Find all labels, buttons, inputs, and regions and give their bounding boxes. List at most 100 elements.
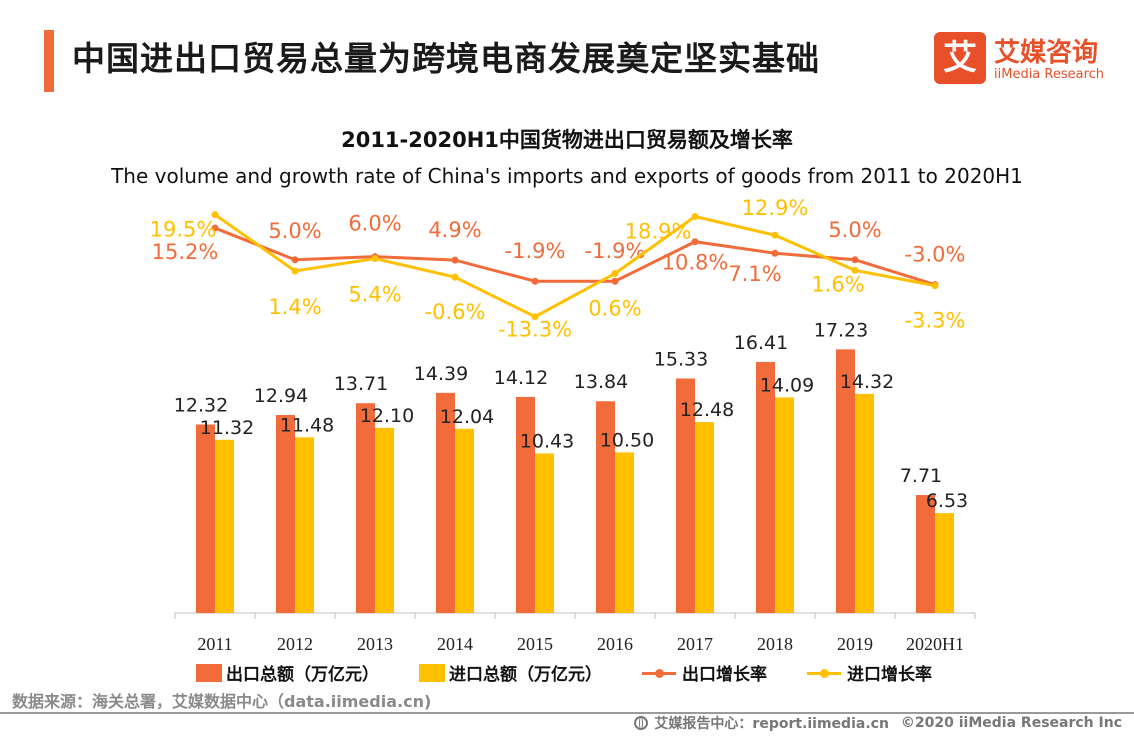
import-growth-point xyxy=(611,269,619,277)
bar-export-total xyxy=(276,415,295,613)
data-label-import-total: 10.50 xyxy=(600,429,654,451)
data-label-import-total: 12.04 xyxy=(440,406,494,428)
data-label-export-total: 13.71 xyxy=(334,373,388,395)
export-growth-label: 15.2% xyxy=(152,240,219,264)
import-growth-point xyxy=(451,273,459,281)
export-growth-point xyxy=(691,238,699,246)
data-label-export-total: 15.33 xyxy=(654,348,708,370)
legend-label-import-total: 进口总额（万亿元） xyxy=(449,665,602,685)
export-growth-label: 6.0% xyxy=(348,212,401,236)
x-tick-label: 2020H1 xyxy=(906,634,964,654)
data-label-export-total: 12.94 xyxy=(254,385,308,407)
import-growth-point xyxy=(211,211,219,219)
bar-export-total xyxy=(756,361,775,613)
export-growth-label: 5.0% xyxy=(268,219,321,243)
data-label-import-total: 10.43 xyxy=(520,430,574,452)
export-growth-label: 5.0% xyxy=(828,218,881,242)
bar-export-total xyxy=(356,403,375,613)
bar-export-total xyxy=(916,495,935,613)
data-label-import-total: 14.32 xyxy=(840,371,894,393)
import-growth-point xyxy=(371,255,379,263)
iimedia-logo: 艾 艾媒咨询 iiMedia Research xyxy=(934,32,1114,88)
x-tick-label: 2017 xyxy=(677,634,713,654)
import-growth-point xyxy=(291,267,299,275)
data-label-import-total: 11.48 xyxy=(280,414,334,436)
x-tick-label: 2015 xyxy=(517,634,553,654)
import-growth-label: -13.3% xyxy=(498,318,572,342)
import-growth-label: 5.4% xyxy=(348,283,401,307)
logo-mark: 艾 xyxy=(934,32,986,84)
export-growth-point xyxy=(851,256,859,264)
import-growth-label: 1.4% xyxy=(268,295,321,319)
export-growth-label: -1.9% xyxy=(505,239,566,263)
export-growth-label: 10.8% xyxy=(662,251,729,275)
import-growth-point xyxy=(691,213,699,221)
bar-export-total xyxy=(436,392,455,613)
legend-swatch-export-growth xyxy=(642,664,676,682)
legend-swatch-export-total xyxy=(196,663,222,682)
data-label-export-total: 12.32 xyxy=(174,395,228,417)
import-growth-line xyxy=(214,213,936,319)
bar-import-total xyxy=(295,437,314,613)
data-label-export-total: 17.23 xyxy=(814,319,868,341)
export-growth-line xyxy=(214,226,936,287)
chart-title: 2011-2020H1中国货物进出口贸易额及增长率 xyxy=(341,128,793,152)
bar-import-total xyxy=(455,428,474,613)
data-label-export-total: 16.41 xyxy=(734,332,788,354)
export-growth-point xyxy=(611,277,619,285)
import-growth-label: 1.6% xyxy=(811,272,864,296)
legend-item-export-growth: 出口增长率 xyxy=(642,660,767,685)
import-growth-label: -0.6% xyxy=(425,300,486,324)
data-label-export-total: 7.71 xyxy=(900,465,942,487)
chart-legend: 出口总额（万亿元） 进口总额（万亿元） 出口增长率 进口增长率 xyxy=(196,660,972,685)
import-growth-point xyxy=(771,231,779,239)
export-growth-point xyxy=(211,224,219,232)
bar-export-total xyxy=(596,401,615,613)
bar-import-total xyxy=(935,513,954,613)
import-growth-label: 19.5% xyxy=(150,218,217,242)
legend-item-import-growth: 进口增长率 xyxy=(807,660,932,685)
data-label-export-total: 14.12 xyxy=(494,367,548,389)
x-tick-label: 2012 xyxy=(277,634,313,654)
data-label-import-total: 6.53 xyxy=(926,490,968,512)
legend-label-export-total: 出口总额（万亿元） xyxy=(226,665,379,685)
footer-report-link[interactable]: 艾媒报告中心：report.iimedia.cn xyxy=(654,716,889,732)
footer: 艾媒报告中心：report.iimedia.cn ©2020 iiMedia R… xyxy=(634,713,1122,733)
export-growth-point xyxy=(531,277,539,285)
page-title: 中国进出口贸易总量为跨境电商发展奠定坚实基础 xyxy=(72,39,820,78)
data-label-export-total: 14.39 xyxy=(414,363,468,385)
bar-import-total xyxy=(535,453,554,613)
bar-import-total xyxy=(615,452,634,613)
x-tick-label: 2013 xyxy=(357,634,393,654)
globe-icon xyxy=(634,716,649,730)
x-tick-label: 2011 xyxy=(197,634,232,654)
x-tick-label: 2016 xyxy=(597,634,633,654)
import-growth-label: 0.6% xyxy=(588,296,641,320)
bar-export-total xyxy=(516,396,535,613)
data-label-import-total: 11.32 xyxy=(200,417,254,439)
export-growth-label: 7.1% xyxy=(728,262,781,286)
data-label-import-total: 14.09 xyxy=(760,374,814,396)
x-tick-label: 2018 xyxy=(757,634,793,654)
bar-import-total xyxy=(695,422,714,613)
x-tick-label: 2014 xyxy=(437,634,473,654)
data-label-import-total: 12.48 xyxy=(680,399,734,421)
import-growth-point xyxy=(851,266,859,274)
export-growth-label: 4.9% xyxy=(428,218,481,242)
chart-subtitle: The volume and growth rate of China's im… xyxy=(111,164,1023,188)
bar-export-total xyxy=(196,424,215,613)
bar-import-total xyxy=(855,393,874,613)
logo-name-en: iiMedia Research xyxy=(994,67,1105,82)
footer-copyright: ©2020 iiMedia Research Inc xyxy=(900,715,1122,731)
export-growth-point xyxy=(771,249,779,257)
legend-swatch-import-total xyxy=(419,663,445,682)
import-growth-label: -3.3% xyxy=(905,309,966,333)
data-label-export-total: 13.84 xyxy=(574,371,628,393)
import-growth-label: 18.9% xyxy=(625,220,692,244)
logo-name-cn: 艾媒咨询 xyxy=(994,38,1099,68)
legend-item-import-total: 进口总额（万亿元） xyxy=(419,660,602,685)
legend-swatch-import-growth xyxy=(807,664,841,682)
data-source: 数据来源：海关总署，艾媒数据中心（data.iimedia.cn) xyxy=(12,692,432,711)
legend-label-export-growth: 出口增长率 xyxy=(682,665,767,685)
footer-divider xyxy=(0,712,1134,714)
